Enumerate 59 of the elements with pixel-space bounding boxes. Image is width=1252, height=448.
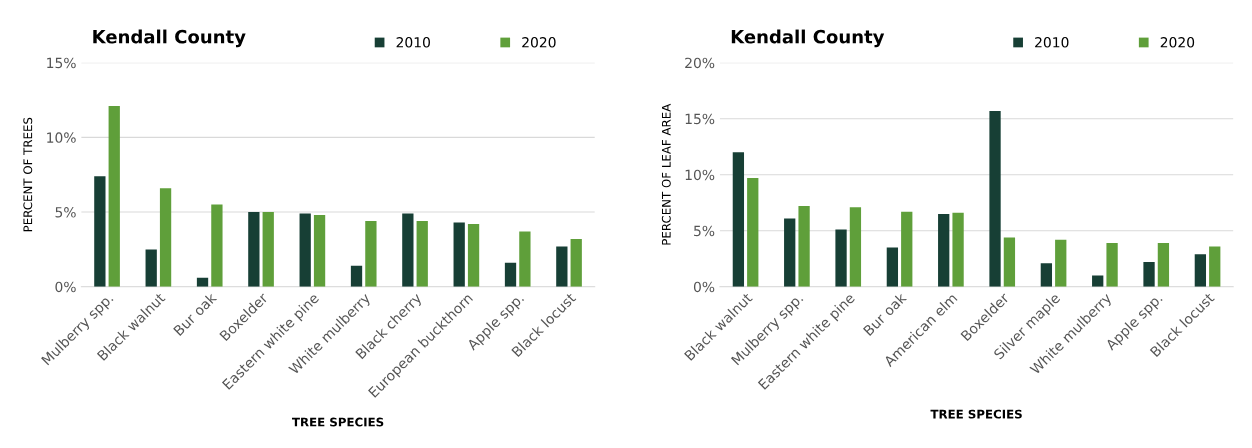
y-tick-label: 20% — [685, 57, 715, 69]
bar — [784, 218, 796, 287]
bar — [1106, 243, 1118, 287]
y-axis-title: PERCENT OF TREES — [23, 117, 33, 232]
chart-title: Kendall County — [93, 29, 246, 48]
x-tick-label: Bur oak — [172, 291, 218, 337]
bar — [402, 213, 414, 287]
bar — [952, 212, 964, 287]
y-tick-label: 15% — [685, 113, 715, 125]
bar — [886, 247, 899, 287]
y-tick-label: 10% — [685, 169, 715, 181]
bar — [938, 213, 950, 287]
legend-label: 2010 — [1035, 37, 1069, 48]
bar — [504, 262, 517, 287]
bar — [1055, 239, 1067, 287]
bar — [453, 222, 465, 287]
bar — [901, 211, 913, 287]
bar — [350, 265, 363, 287]
bar — [989, 110, 1001, 287]
bar — [94, 176, 106, 287]
legend-label: 2020 — [522, 37, 556, 48]
y-tick-label: 15% — [47, 57, 76, 69]
y-tick-label: 5% — [55, 207, 76, 218]
y-tick-label: 0% — [693, 281, 715, 293]
bar — [849, 207, 862, 287]
x-axis-title: TREE SPECIES — [930, 409, 1022, 419]
bar — [211, 204, 223, 287]
bar — [835, 229, 847, 287]
bar — [519, 231, 531, 287]
bar — [1157, 243, 1170, 287]
bar — [467, 224, 480, 287]
y-tick-label: 5% — [694, 225, 715, 237]
y-tick-label: 10% — [47, 132, 76, 143]
y-tick-label: 0% — [55, 281, 76, 293]
bar — [159, 188, 172, 287]
bar — [145, 249, 157, 287]
bar — [1003, 237, 1016, 287]
x-axis-title: TREE SPECIES — [291, 417, 384, 427]
bar — [1209, 246, 1221, 287]
bar — [1040, 263, 1053, 287]
bar — [1194, 254, 1207, 287]
bar — [299, 213, 311, 287]
bar — [570, 238, 582, 287]
bar — [313, 215, 326, 287]
legend-label: 2020 — [1160, 37, 1195, 48]
bar — [747, 178, 759, 287]
bar — [798, 206, 810, 287]
bar — [732, 152, 745, 287]
bar — [416, 221, 428, 287]
bar — [556, 246, 568, 287]
bar — [1143, 262, 1155, 287]
legend-label: 2010 — [396, 37, 430, 48]
y-axis-title: PERCENT OF LEAF AREA — [661, 103, 671, 245]
bar — [365, 221, 377, 287]
bar — [262, 212, 274, 287]
bar — [108, 106, 120, 287]
chart-title: Kendall County — [731, 29, 885, 48]
x-tick-label: Bur oak — [862, 291, 908, 337]
bar — [248, 212, 260, 287]
